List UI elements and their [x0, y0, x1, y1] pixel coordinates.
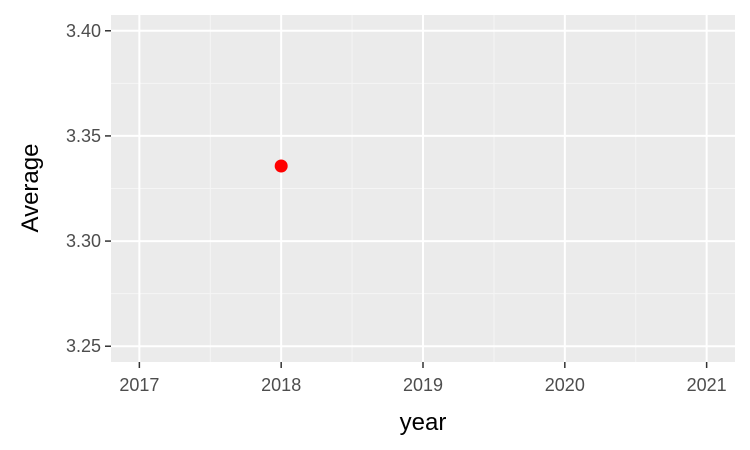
y-tick-label: 3.30 — [66, 231, 101, 251]
x-tick-label: 2017 — [119, 375, 159, 395]
x-tick-label: 2019 — [403, 375, 443, 395]
y-axis-ticks: 3.25 3.30 3.35 3.40 — [66, 21, 111, 356]
y-tick-label: 3.25 — [66, 336, 101, 356]
x-axis-ticks: 2017 2018 2019 2020 2021 — [119, 362, 727, 395]
x-tick-label: 2021 — [687, 375, 727, 395]
x-axis-title: year — [400, 409, 447, 436]
data-point — [274, 159, 288, 173]
x-tick-label: 2020 — [545, 375, 585, 395]
y-tick-label: 3.35 — [66, 126, 101, 146]
data-points — [274, 159, 288, 173]
x-tick-label: 2018 — [261, 375, 301, 395]
y-tick-label: 3.40 — [66, 21, 101, 41]
y-axis-title: Average — [17, 144, 44, 233]
major-gridlines — [111, 15, 735, 362]
